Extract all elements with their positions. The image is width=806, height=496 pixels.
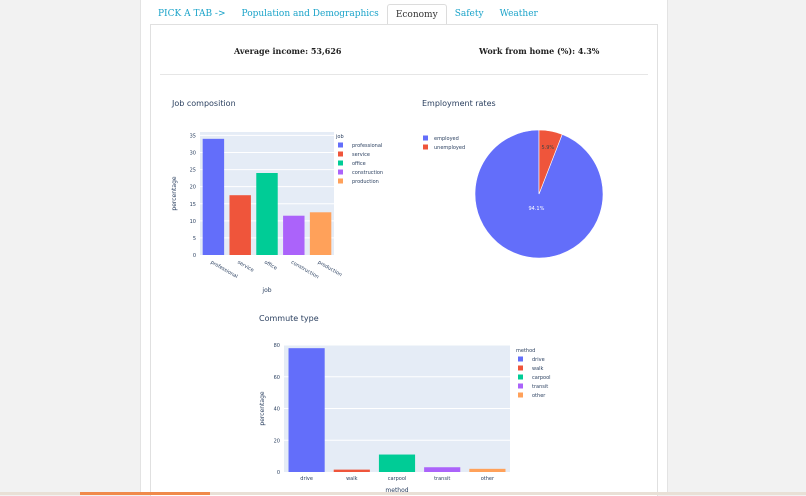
job-ytick-label: 15 [190, 202, 196, 208]
job-legend-label[interactable]: professional [352, 143, 382, 149]
job-ytick-label: 25 [190, 168, 196, 174]
commute-xtick-label: walk [346, 476, 358, 482]
job-xtick-label: service [236, 260, 255, 274]
job-xtick-label: production [317, 260, 343, 279]
job-ytick-label: 10 [190, 219, 196, 225]
job-bar-office [256, 173, 278, 255]
job-legend-swatch[interactable] [338, 160, 343, 166]
commute-ylabel: percentage [259, 391, 266, 425]
job-ytick-label: 20 [190, 185, 196, 191]
commute-legend-label[interactable]: other [532, 393, 546, 399]
commute-title: Commute type [259, 314, 319, 323]
employment-rates-chart: Employment rates 94.1% 5.9% employed unemplo… [422, 99, 604, 259]
job-xtick-label: professional [209, 260, 238, 280]
commute-legend-label[interactable]: carpool [532, 375, 551, 381]
employment-legend-swatch[interactable] [423, 144, 428, 150]
commute-bar-walk [333, 469, 370, 472]
commute-legend-title: method [516, 348, 535, 354]
tab-population[interactable]: Population and Demographics [241, 9, 379, 19]
commute-bar-carpool [378, 454, 416, 472]
tab-pick[interactable]: PICK A TAB -> [158, 9, 226, 19]
commute-xlabel: method [385, 487, 408, 494]
commute-legend-swatch[interactable] [518, 383, 523, 389]
job-ytick-label: 5 [193, 236, 196, 242]
job-title: Job composition [171, 99, 236, 108]
employment-slice-label: 94.1% [528, 206, 544, 212]
commute-xtick-label: drive [300, 476, 313, 482]
job-legend-swatch[interactable] [338, 142, 343, 148]
employment-slice-label: 5.9% [541, 145, 554, 151]
bottom-bar [0, 492, 806, 495]
commute-legend-label[interactable]: walk [532, 366, 544, 372]
commute-legend-swatch[interactable] [518, 374, 523, 380]
average-income-kpi: Average income: 53,626 [234, 46, 342, 56]
commute-legend-label[interactable]: transit [532, 384, 548, 390]
job-bar-service [229, 195, 251, 255]
commute-xtick-label: carpool [388, 476, 407, 482]
job-legend-swatch[interactable] [338, 178, 343, 184]
tab-safety[interactable]: Safety [454, 9, 484, 19]
job-ytick-label: 30 [190, 151, 196, 157]
job-legend-label[interactable]: production [352, 179, 379, 185]
divider [160, 74, 648, 75]
job-xlabel: job [261, 287, 271, 294]
job-ytick-label: 35 [190, 133, 196, 139]
tab-bar: PICK A TAB -> Population and Demographic… [150, 4, 546, 28]
employment-legend-label[interactable]: employed [434, 136, 459, 142]
commute-ytick-label: 40 [274, 407, 280, 413]
commute-ytick-label: 20 [274, 438, 280, 444]
commute-bar-other [469, 468, 506, 472]
commute-ytick-label: 60 [274, 375, 280, 381]
employment-legend-swatch[interactable] [423, 135, 428, 141]
commute-ytick-label: 0 [277, 470, 280, 476]
job-legend-swatch[interactable] [338, 151, 343, 157]
job-bar-construction [283, 215, 305, 255]
employment-title: Employment rates [422, 99, 496, 108]
job-composition-chart: Job composition 0 5 10 15 20 25 30 35 professiona… [171, 99, 383, 294]
commute-legend-swatch[interactable] [518, 365, 523, 371]
commute-legend-swatch[interactable] [518, 392, 523, 398]
job-xtick-label: construction [290, 260, 320, 281]
commute-legend-label[interactable]: drive [532, 357, 545, 363]
bottom-bar-accent [80, 492, 210, 495]
job-legend-label[interactable]: service [352, 152, 370, 158]
commute-xtick-label: other [481, 476, 495, 482]
work-from-home-kpi: Work from home (%): 4.3% [479, 46, 600, 56]
job-xtick-label: office [263, 260, 278, 272]
employment-slice-unemployed [538, 129, 563, 195]
tab-weather[interactable]: Weather [499, 9, 538, 19]
job-legend-label[interactable]: construction [352, 170, 383, 176]
job-legend-title: job [335, 134, 344, 140]
commute-ytick-label: 80 [274, 343, 280, 349]
job-bar-production [309, 212, 332, 255]
job-bar-professional [202, 138, 225, 255]
commute-legend-swatch[interactable] [518, 356, 523, 362]
commute-xtick-label: transit [434, 476, 450, 482]
commute-bar-transit [424, 467, 461, 472]
commute-type-chart: Commute type 0 20 40 60 80 drive walk carpool tra… [259, 314, 551, 494]
job-legend-label[interactable]: office [352, 161, 366, 167]
employment-legend-label[interactable]: unemployed [434, 145, 465, 151]
commute-bar-drive [288, 348, 325, 472]
job-ylabel: percentage [171, 176, 178, 210]
job-legend-swatch[interactable] [338, 169, 343, 175]
job-ytick-label: 0 [193, 253, 196, 259]
